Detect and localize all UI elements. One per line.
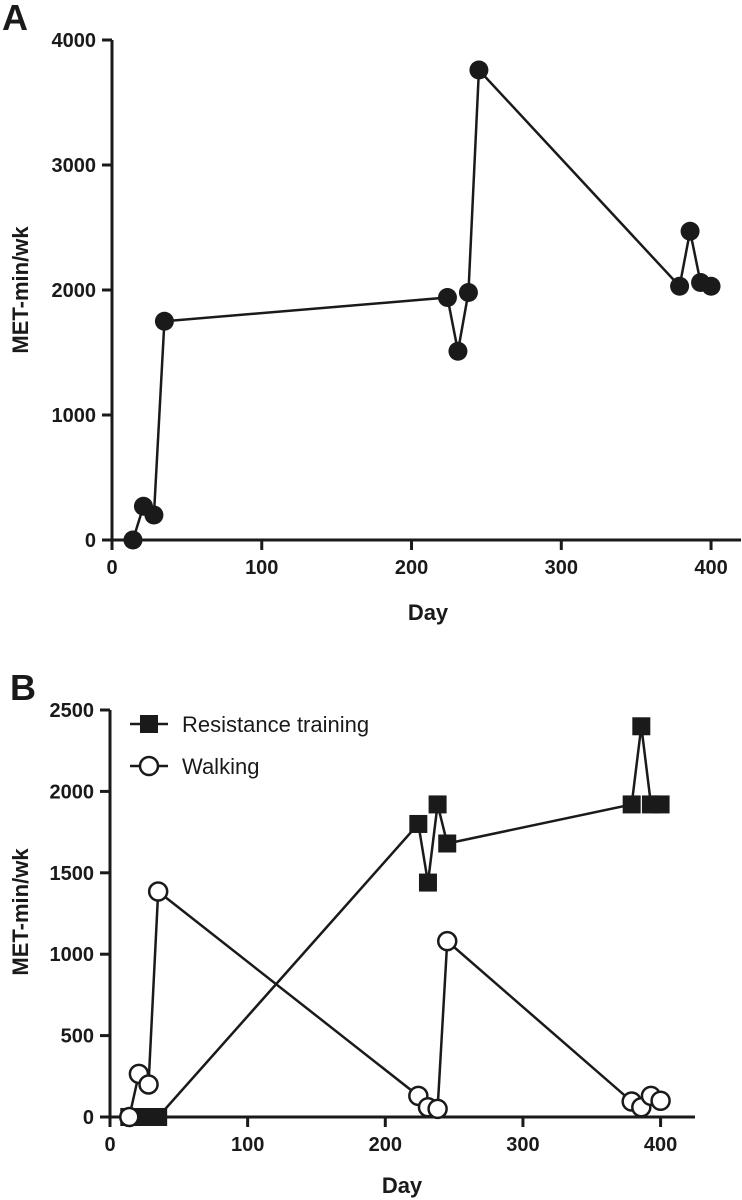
panel-b-y-tick-label: 1000 bbox=[50, 944, 95, 966]
panel-a-x-tick-label: 100 bbox=[245, 557, 278, 579]
panel-b-resistance-point bbox=[632, 717, 651, 736]
panel-a-data-point bbox=[670, 276, 690, 296]
panel-b-resistance-point bbox=[418, 873, 437, 892]
panel-a-y-tick-label: 3000 bbox=[52, 155, 97, 177]
panel-a-data-point bbox=[469, 60, 489, 80]
panel-b-x-tick-label: 100 bbox=[231, 1134, 264, 1156]
panel-b-resistance-point bbox=[409, 814, 428, 833]
panel-a-y-tick-label: 4000 bbox=[52, 30, 97, 52]
panel-b-x-tick-label: 400 bbox=[644, 1134, 677, 1156]
panel-a: A 0 1000 2000 3000 4000 0 100 200 300 400 Day MET… bbox=[2, 0, 741, 625]
legend-walking-label: Walking bbox=[182, 754, 259, 779]
panel-b-walking-point bbox=[427, 1098, 448, 1120]
panel-b-walking-point bbox=[138, 1074, 159, 1095]
panel-a-x-tick-label: 400 bbox=[694, 557, 727, 579]
panel-a-data-point bbox=[154, 311, 174, 331]
panel-b-y-tick-label: 1500 bbox=[50, 863, 95, 885]
panel-b-walking-point bbox=[436, 930, 458, 952]
panel-a-data-point bbox=[458, 283, 478, 302]
panel-b-x-tick-label: 300 bbox=[506, 1134, 539, 1156]
panel-b-lines bbox=[128, 726, 662, 1119]
legend-walking-marker bbox=[138, 755, 160, 777]
panel-b-markers bbox=[119, 717, 671, 1128]
panel-a-x-tick-label: 300 bbox=[545, 557, 578, 579]
panel-a-x-axis-title: Day bbox=[408, 600, 449, 625]
panel-a-data-point bbox=[437, 288, 457, 307]
panel-a-data-point bbox=[680, 221, 700, 241]
panel-b-y-tick-label: 500 bbox=[61, 1026, 94, 1048]
legend-resistance-label: Resistance training bbox=[182, 712, 369, 737]
panel-a-x-tick-label: 0 bbox=[106, 557, 117, 579]
legend-resistance-marker bbox=[140, 715, 158, 733]
panel-a-series-0-line bbox=[131, 66, 712, 541]
panel-b-resistance-point bbox=[149, 1108, 168, 1126]
panel-b-x-axis-title: Day bbox=[382, 1173, 423, 1198]
panel-b-resistance-point bbox=[428, 795, 447, 814]
panel-a-y-tick-label: 2000 bbox=[52, 280, 97, 302]
panel-b-series-1-line bbox=[128, 889, 662, 1118]
panel-a-letter: A bbox=[2, 0, 28, 38]
panel-b-resistance-point bbox=[622, 795, 641, 814]
panel-a-data-point bbox=[701, 276, 721, 296]
panel-a-y-axis-title: MET-min/wk bbox=[8, 226, 33, 354]
panel-a-data-point bbox=[123, 530, 143, 550]
panel-a-markers bbox=[123, 60, 721, 550]
panel-a-axes: 0 1000 2000 3000 4000 0 100 200 300 400 bbox=[52, 30, 741, 579]
panel-a-lines bbox=[131, 66, 712, 541]
panel-b-x-tick-label: 200 bbox=[369, 1134, 402, 1156]
panel-b-x-tick-label: 0 bbox=[104, 1134, 115, 1156]
panel-b-legend: Resistance training Walking bbox=[130, 712, 369, 779]
panel-b-y-tick-label: 0 bbox=[83, 1107, 94, 1129]
panel-a-y-tick-label: 1000 bbox=[52, 405, 97, 427]
panel-b-resistance-point bbox=[438, 834, 457, 853]
panel-b-y-tick-label: 2000 bbox=[50, 781, 95, 803]
panel-b-y-axis-title: MET-min/wk bbox=[8, 848, 33, 976]
panel-a-data-point bbox=[448, 341, 468, 361]
panel-b-y-tick-label: 2500 bbox=[50, 700, 95, 722]
panel-b-letter: B bbox=[10, 667, 36, 708]
panel-b-walking-point bbox=[119, 1106, 140, 1128]
panel-b-walking-point bbox=[147, 881, 169, 902]
panel-b-axes: 0 500 1000 1500 2000 2500 0 100 200 300 400 bbox=[50, 700, 695, 1156]
panel-a-data-point bbox=[144, 505, 164, 525]
panel-a-y-tick-label: 0 bbox=[85, 530, 96, 552]
panel-b-resistance-point bbox=[651, 795, 670, 814]
panel-a-x-tick-label: 200 bbox=[395, 557, 428, 579]
panel-b-walking-point bbox=[650, 1090, 671, 1111]
